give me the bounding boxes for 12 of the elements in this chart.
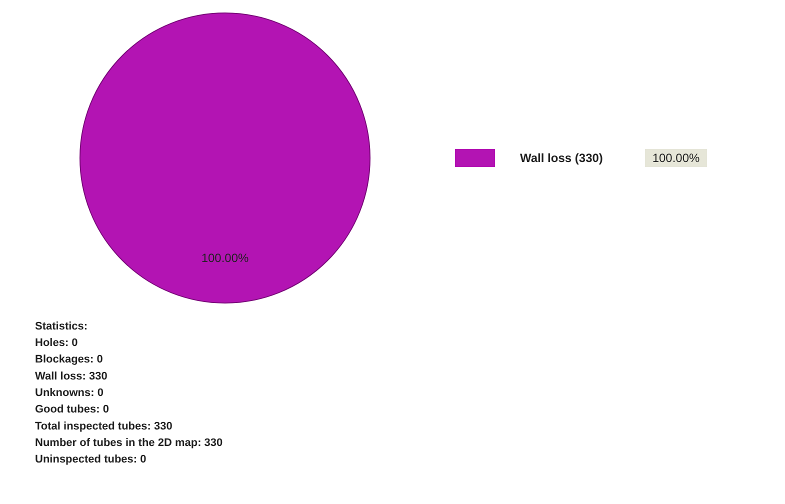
- data-label: 100.00%: [201, 251, 250, 265]
- text: Wall loss: 330: [35, 370, 108, 382]
- text: Blockages: 0: [35, 354, 103, 366]
- text: 100.00%: [652, 151, 700, 165]
- text: Holes: 0: [35, 337, 78, 349]
- legend-label: Wall loss (330): [520, 151, 603, 165]
- text: Total inspected tubes: 330: [35, 420, 172, 432]
- text: Statistics:: [35, 320, 88, 332]
- text: Uninspected tubes: 0: [35, 454, 146, 466]
- text: Number of tubes in the 2D map: 330: [35, 437, 223, 449]
- text: Good tubes: 0: [35, 404, 109, 416]
- text: Unknowns: 0: [35, 387, 104, 399]
